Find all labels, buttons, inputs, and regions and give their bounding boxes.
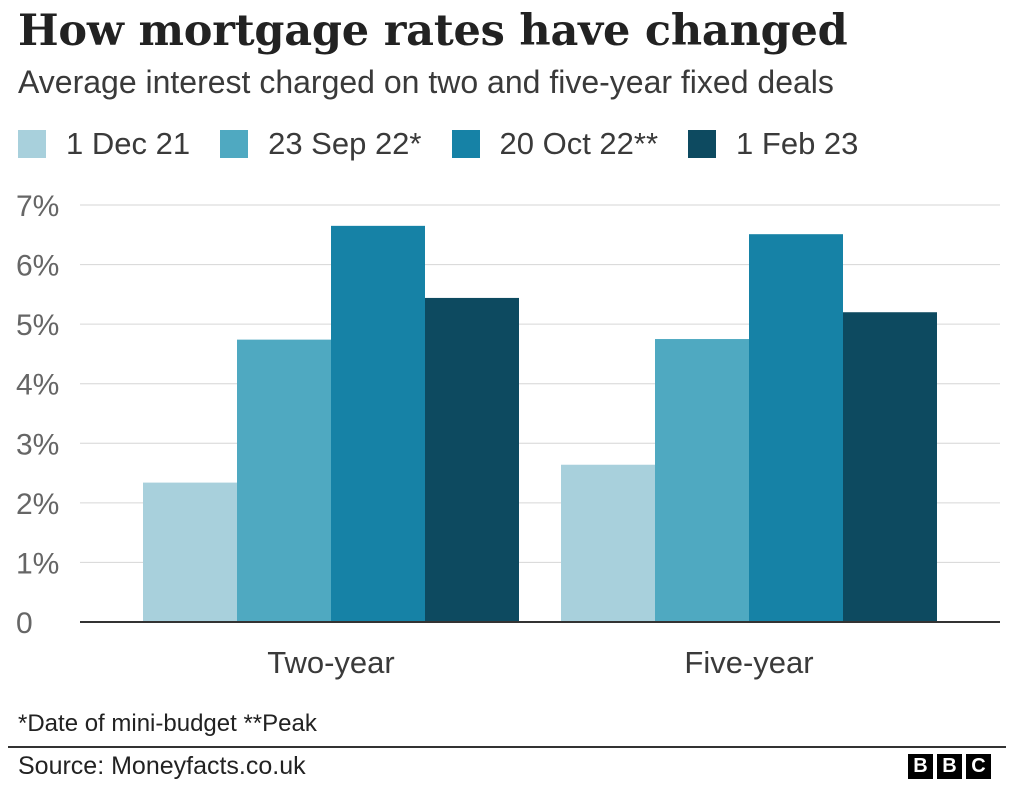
logo-letter: B bbox=[908, 754, 933, 779]
y-tick-label: 5% bbox=[16, 309, 59, 342]
bbc-logo: B B C bbox=[904, 754, 991, 779]
y-tick-label: 0 bbox=[16, 607, 33, 640]
legend-item: 23 Sep 22* bbox=[220, 126, 422, 162]
legend-item: 1 Feb 23 bbox=[688, 126, 858, 162]
bar bbox=[331, 225, 425, 622]
y-tick-label: 3% bbox=[16, 428, 59, 461]
chart-title: How mortgage rates have changed bbox=[18, 6, 848, 56]
logo-letter: C bbox=[966, 754, 991, 779]
y-tick-label: 4% bbox=[16, 369, 59, 402]
source-text: Source: Moneyfacts.co.uk bbox=[18, 752, 306, 780]
bar bbox=[749, 234, 843, 622]
legend-label: 23 Sep 22* bbox=[268, 126, 422, 161]
footer-divider bbox=[8, 746, 1006, 748]
legend: 1 Dec 21 23 Sep 22* 20 Oct 22** 1 Feb 23 bbox=[18, 124, 888, 164]
bar bbox=[237, 339, 331, 622]
legend-swatch bbox=[220, 130, 249, 158]
chart-subtitle: Average interest charged on two and five… bbox=[18, 64, 834, 100]
legend-swatch bbox=[688, 130, 717, 158]
y-tick-label: 6% bbox=[16, 250, 59, 283]
x-category-label: Two-year bbox=[267, 645, 394, 680]
bar bbox=[425, 297, 519, 622]
footnote: *Date of mini-budget **Peak bbox=[18, 710, 317, 737]
legend-item: 1 Dec 21 bbox=[18, 126, 190, 162]
legend-label: 1 Dec 21 bbox=[66, 126, 191, 161]
y-tick-label: 2% bbox=[16, 488, 59, 521]
legend-swatch bbox=[451, 130, 480, 158]
legend-item: 20 Oct 22** bbox=[451, 126, 659, 162]
y-tick-label: 7% bbox=[16, 190, 59, 223]
bar bbox=[843, 312, 937, 622]
legend-swatch bbox=[18, 130, 46, 158]
bar bbox=[143, 482, 237, 622]
bar-chart: 0 1% 2% 3% 4% 5% 6% 7% Two-year Five-year bbox=[16, 190, 1000, 680]
x-category-label: Five-year bbox=[684, 645, 813, 680]
legend-label: 20 Oct 22** bbox=[499, 126, 659, 161]
bar bbox=[655, 339, 749, 622]
logo-letter: B bbox=[937, 754, 962, 779]
legend-label: 1 Feb 23 bbox=[736, 126, 859, 161]
bar bbox=[561, 464, 655, 622]
y-tick-label: 1% bbox=[16, 547, 59, 580]
